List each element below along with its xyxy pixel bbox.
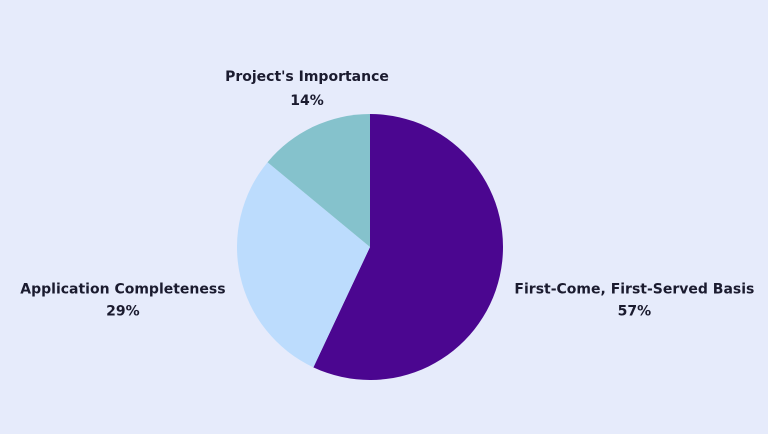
pie-slice <box>313 114 504 380</box>
slice-label: Project's Importance <box>225 69 389 85</box>
slice-label: First-Come, First-Served Basis <box>514 281 754 297</box>
slice-value-label: 57% <box>618 303 652 319</box>
pie-slice <box>237 162 370 368</box>
pie-slice <box>267 114 370 247</box>
slice-label: Application Completeness <box>20 281 225 297</box>
slice-value-label: 14% <box>290 93 324 109</box>
slice-value-label: 29% <box>106 303 140 319</box>
